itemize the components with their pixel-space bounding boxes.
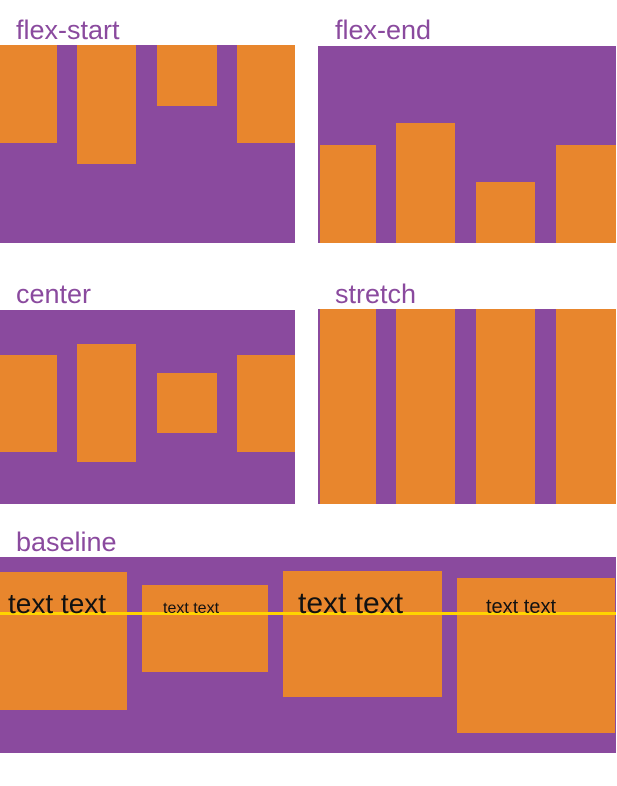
panel-title-flex-start: flex-start xyxy=(16,15,120,45)
flex-container-flex-start xyxy=(0,45,295,243)
panel-title-flex-end: flex-end xyxy=(335,15,432,45)
flex-item xyxy=(320,145,376,243)
baseline-indicator-line xyxy=(0,612,616,615)
flex-item: text text xyxy=(457,578,615,733)
flex-item xyxy=(0,45,57,143)
panel-title-stretch: stretch xyxy=(335,279,417,309)
flex-container-baseline: text text text text text text text text xyxy=(0,557,616,753)
flex-item xyxy=(237,45,295,143)
flex-container-center xyxy=(0,310,295,504)
flex-item: text text xyxy=(0,572,127,710)
flex-item xyxy=(237,355,295,452)
flex-item xyxy=(157,373,217,433)
panel-title-baseline: baseline xyxy=(16,527,117,557)
flex-item xyxy=(157,45,217,106)
flex-item xyxy=(77,45,136,164)
item-text: text text xyxy=(8,588,107,619)
flex-container-stretch xyxy=(318,309,616,504)
item-text: text text xyxy=(486,596,557,618)
flex-item: text text xyxy=(283,571,442,697)
flex-item xyxy=(476,309,535,504)
item-text: text text xyxy=(298,587,404,620)
flex-item xyxy=(0,355,57,452)
flex-item xyxy=(396,309,455,504)
flex-item xyxy=(476,182,535,243)
flex-item xyxy=(396,123,455,243)
flex-item xyxy=(556,145,616,243)
panel-title-center: center xyxy=(16,279,92,309)
flex-item xyxy=(320,309,376,504)
flex-item xyxy=(556,309,616,504)
flex-container-flex-end xyxy=(318,46,616,243)
item-text: text text xyxy=(163,600,220,617)
flex-item xyxy=(77,344,136,462)
flex-item: text text xyxy=(142,585,268,672)
